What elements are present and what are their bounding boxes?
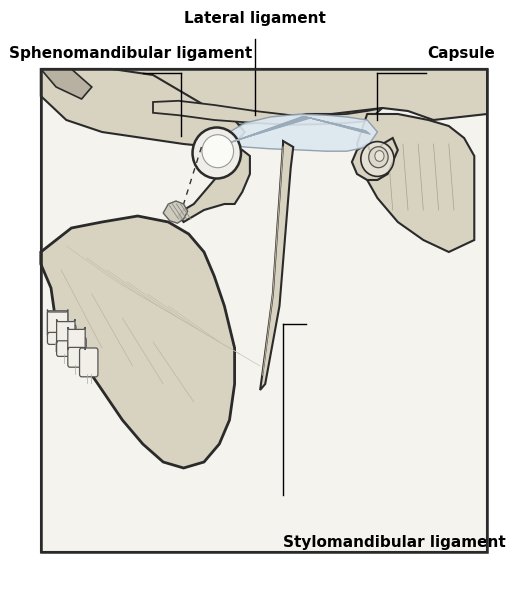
FancyBboxPatch shape — [68, 327, 85, 350]
Text: Sphenomandibular ligament: Sphenomandibular ligament — [9, 46, 252, 61]
Ellipse shape — [368, 146, 387, 167]
FancyBboxPatch shape — [47, 310, 68, 335]
Text: Capsule: Capsule — [427, 46, 494, 61]
Polygon shape — [41, 69, 486, 126]
Ellipse shape — [202, 134, 233, 167]
FancyBboxPatch shape — [56, 319, 75, 343]
FancyBboxPatch shape — [79, 348, 98, 377]
Polygon shape — [214, 114, 377, 151]
Text: Lateral ligament: Lateral ligament — [184, 11, 325, 26]
Polygon shape — [356, 114, 473, 252]
Ellipse shape — [360, 142, 393, 176]
FancyBboxPatch shape — [56, 325, 76, 356]
Polygon shape — [163, 201, 187, 223]
Bar — [41, 69, 486, 552]
FancyBboxPatch shape — [68, 337, 86, 367]
FancyBboxPatch shape — [47, 311, 68, 344]
Polygon shape — [260, 141, 293, 390]
Polygon shape — [41, 69, 92, 99]
Ellipse shape — [374, 151, 383, 161]
Text: Stylomandibular ligament: Stylomandibular ligament — [282, 535, 505, 550]
Polygon shape — [351, 138, 397, 180]
Polygon shape — [41, 216, 234, 468]
Bar — [41, 69, 486, 552]
Polygon shape — [41, 69, 244, 147]
Polygon shape — [178, 150, 249, 222]
Polygon shape — [153, 101, 382, 125]
Ellipse shape — [192, 127, 241, 179]
